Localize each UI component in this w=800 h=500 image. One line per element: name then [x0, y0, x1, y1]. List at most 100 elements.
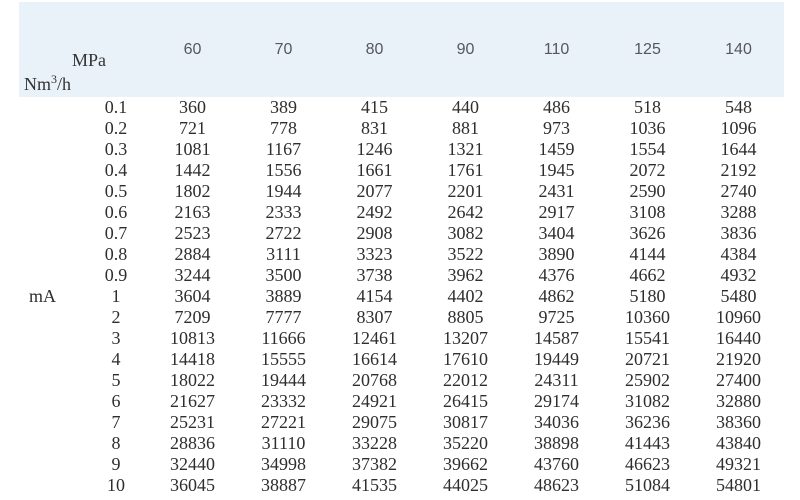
row-axis-label	[0, 391, 85, 412]
table-cell: 8307	[356, 307, 393, 327]
table-cell: 2072	[629, 160, 666, 180]
row-label: 4	[111, 349, 121, 369]
table-cell: 24921	[352, 391, 397, 411]
table-cell: 3108	[629, 202, 666, 222]
column-header: 110	[511, 0, 602, 97]
row-label: 7	[111, 412, 121, 432]
table-row: 5 18022 19444 20768 22012 24311 25902 27400	[0, 370, 784, 391]
column-header: 125	[602, 0, 693, 97]
table-cell: 440	[452, 97, 479, 117]
table-cell: 29174	[534, 391, 579, 411]
table-cell: 1459	[538, 139, 575, 159]
table-cell: 10360	[625, 307, 670, 327]
table-row: 0.6 2163 2333 2492 2642 2917 3108 3288	[0, 202, 784, 223]
table-cell: 38898	[534, 433, 579, 453]
table-cell: 25231	[170, 412, 215, 432]
table-cell: 21920	[716, 349, 761, 369]
table-cell: 3890	[538, 244, 575, 264]
table-cell: 20721	[625, 349, 670, 369]
table-cell: 1556	[265, 160, 302, 180]
table-cell: 15555	[261, 349, 306, 369]
row-axis-label	[0, 307, 85, 328]
table-cell: 1761	[447, 160, 484, 180]
row-label: 0.3	[104, 139, 128, 159]
table-cell: 24311	[534, 370, 579, 390]
row-unit-label: Nm3/h	[24, 73, 72, 95]
table-cell: 35220	[443, 433, 488, 453]
table-row: 4 14418 15555 16614 17610 19449 20721 21920	[0, 349, 784, 370]
table-cell: 2492	[356, 202, 393, 222]
table-cell: 36045	[170, 475, 215, 495]
table-cell: 31082	[625, 391, 670, 411]
table-cell: 1036	[629, 118, 666, 138]
table-cell: 19444	[261, 370, 306, 390]
row-unit-suffix: /h	[57, 74, 72, 94]
table-cell: 39662	[443, 454, 488, 474]
table-cell: 12461	[352, 328, 397, 348]
table-cell: 2740	[720, 181, 757, 201]
table-cell: 15541	[625, 328, 670, 348]
row-axis-label: mA	[29, 286, 56, 306]
row-axis-label	[0, 223, 85, 244]
table-cell: 43760	[534, 454, 579, 474]
table-cell: 9725	[538, 307, 575, 327]
table-row: 3 10813 11666 12461 13207 14587 15541 16440	[0, 328, 784, 349]
table-row: mA 1 3604 3889 4154 4402 4862 5180 5480	[0, 286, 784, 307]
table-cell: 33228	[352, 433, 397, 453]
table-cell: 1644	[720, 139, 757, 159]
corner-cell: MPa Nm3/h	[0, 0, 147, 97]
table-cell: 4154	[356, 286, 393, 306]
table-cell: 389	[270, 97, 297, 117]
table-cell: 1442	[174, 160, 211, 180]
row-axis-label	[0, 118, 85, 139]
table-cell: 54801	[716, 475, 761, 495]
header-row: MPa Nm3/h 60 70 80 90 110 125 140	[0, 0, 784, 97]
table-cell: 2201	[447, 181, 484, 201]
table-cell: 48623	[534, 475, 579, 495]
table-cell: 23332	[261, 391, 306, 411]
table-cell: 518	[634, 97, 661, 117]
table-cell: 415	[361, 97, 388, 117]
column-header: 90	[420, 0, 511, 97]
row-label: 0.5	[104, 181, 128, 201]
table-row: 8 28836 31110 33228 35220 38898 41443 43840	[0, 433, 784, 454]
table-cell: 3500	[265, 265, 302, 285]
column-header: 80	[329, 0, 420, 97]
row-axis-label	[0, 475, 85, 496]
row-label: 8	[111, 433, 121, 453]
table-cell: 1802	[174, 181, 211, 201]
table-cell: 27221	[261, 412, 306, 432]
table-cell: 49321	[716, 454, 761, 474]
table-cell: 34998	[261, 454, 306, 474]
table-cell: 2431	[538, 181, 575, 201]
table-cell: 3111	[266, 244, 301, 264]
row-axis-label	[0, 349, 85, 370]
table-cell: 16440	[716, 328, 761, 348]
table-cell: 13207	[443, 328, 488, 348]
table-cell: 32880	[716, 391, 761, 411]
table-row: 0.7 2523 2722 2908 3082 3404 3626 3836	[0, 223, 784, 244]
table-cell: 2908	[356, 223, 393, 243]
table-row: 0.3 1081 1167 1246 1321 1459 1554 1644	[0, 139, 784, 160]
row-label: 6	[111, 391, 121, 411]
table-cell: 881	[452, 118, 479, 138]
table-cell: 2722	[265, 223, 302, 243]
table-cell: 32440	[170, 454, 215, 474]
row-label: 10	[107, 475, 125, 495]
table-cell: 3323	[356, 244, 393, 264]
row-axis-label	[0, 370, 85, 391]
table-cell: 8805	[447, 307, 484, 327]
table-row: 0.9 3244 3500 3738 3962 4376 4662 4932	[0, 265, 784, 286]
table-cell: 721	[179, 118, 206, 138]
table-cell: 3522	[447, 244, 484, 264]
table-cell: 10960	[716, 307, 761, 327]
table-cell: 4376	[538, 265, 575, 285]
table-cell: 1081	[174, 139, 211, 159]
table-cell: 3889	[265, 286, 302, 306]
column-axis-label: MPa	[72, 50, 107, 70]
table-cell: 778	[270, 118, 297, 138]
table-cell: 3836	[720, 223, 757, 243]
table-cell: 4662	[629, 265, 666, 285]
row-axis-label	[0, 181, 85, 202]
